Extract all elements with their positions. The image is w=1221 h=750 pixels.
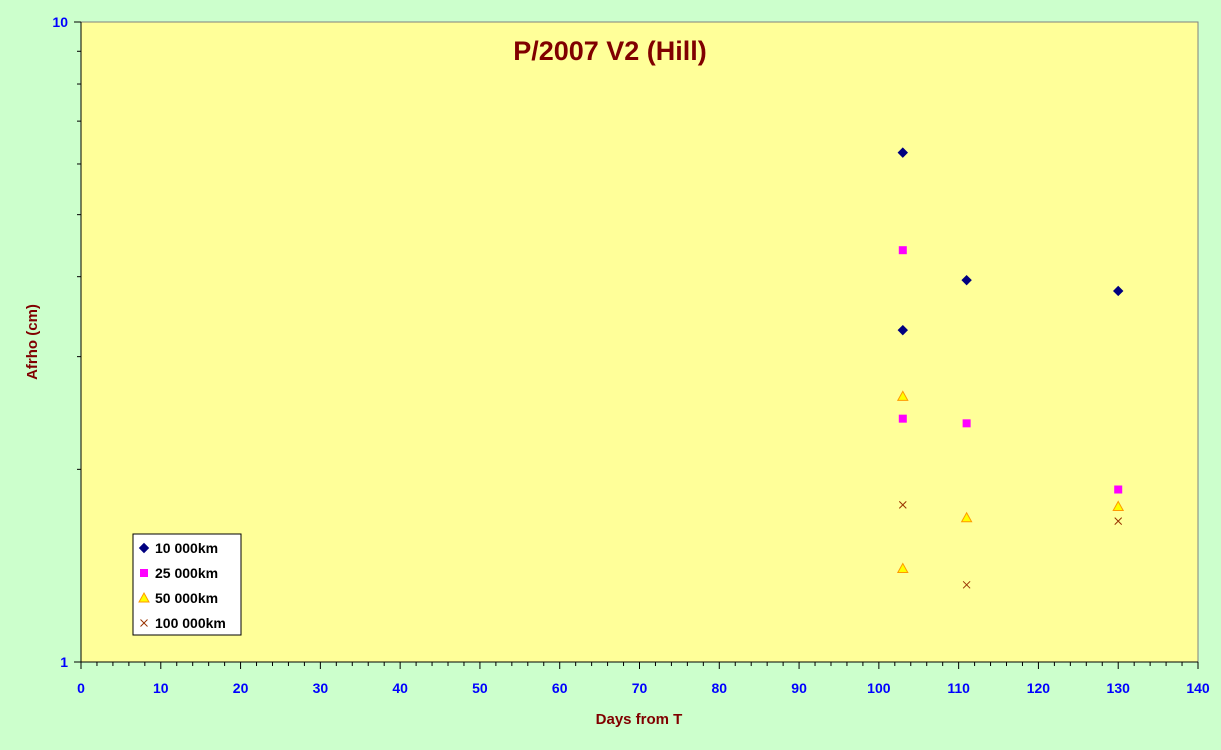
x-tick-label: 60 xyxy=(552,680,568,696)
x-marker-stroke xyxy=(1114,517,1123,525)
x-tick-label: 110 xyxy=(947,680,970,696)
x-tick-label: 40 xyxy=(392,680,408,696)
data-point xyxy=(896,390,909,401)
x-tick-label: 130 xyxy=(1107,680,1131,696)
chart-title: P/2007 V2 (Hill) xyxy=(513,36,707,66)
legend-marker xyxy=(138,542,150,554)
x-tick-label: 20 xyxy=(233,680,249,696)
y-tick-label: 10 xyxy=(52,14,68,30)
data-point xyxy=(896,562,909,573)
data-point xyxy=(1114,485,1123,494)
data-point xyxy=(961,274,972,286)
legend-label: 100 000km xyxy=(155,615,226,631)
x-tick-label: 80 xyxy=(711,680,727,696)
x-tick-label: 50 xyxy=(472,680,488,696)
legend-box xyxy=(132,533,242,636)
x-marker-stroke xyxy=(962,580,971,589)
legend-label: 50 000km xyxy=(155,590,218,606)
y-axis-label: Afrho (cm) xyxy=(24,304,41,380)
x-tick-label: 90 xyxy=(791,680,807,696)
data-point xyxy=(1113,285,1124,297)
legend-label: 25 000km xyxy=(155,565,218,581)
x-axis-label: Days from T xyxy=(596,711,683,728)
x-tick-label: 10 xyxy=(153,680,169,696)
plot-area xyxy=(80,21,1199,663)
x-tick-label: 70 xyxy=(632,680,648,696)
x-tick-label: 120 xyxy=(1027,680,1051,696)
legend-marker xyxy=(140,619,148,627)
x-marker-stroke xyxy=(140,619,148,627)
data-point xyxy=(962,419,971,428)
data-point xyxy=(1112,500,1125,511)
y-tick-label: 1 xyxy=(60,654,68,670)
data-point xyxy=(960,511,973,523)
data-point xyxy=(1114,517,1123,525)
data-marks xyxy=(896,147,1125,589)
data-point xyxy=(897,324,908,336)
x-marker-stroke xyxy=(898,501,907,509)
x-tick-label: 140 xyxy=(1186,680,1210,696)
x-tick-label: 100 xyxy=(867,680,891,696)
data-point xyxy=(898,501,907,509)
legend-marker xyxy=(140,569,148,577)
x-tick-label: 30 xyxy=(313,680,329,696)
data-point xyxy=(898,414,907,423)
legend-label: 10 000km xyxy=(155,540,218,556)
data-point xyxy=(962,580,971,589)
data-point xyxy=(898,246,907,255)
legend: 10 000km 25 000km 50 000km 100 000km xyxy=(132,533,242,636)
data-point xyxy=(897,147,908,158)
x-tick-label: 0 xyxy=(77,680,85,696)
legend-marker xyxy=(138,591,150,603)
